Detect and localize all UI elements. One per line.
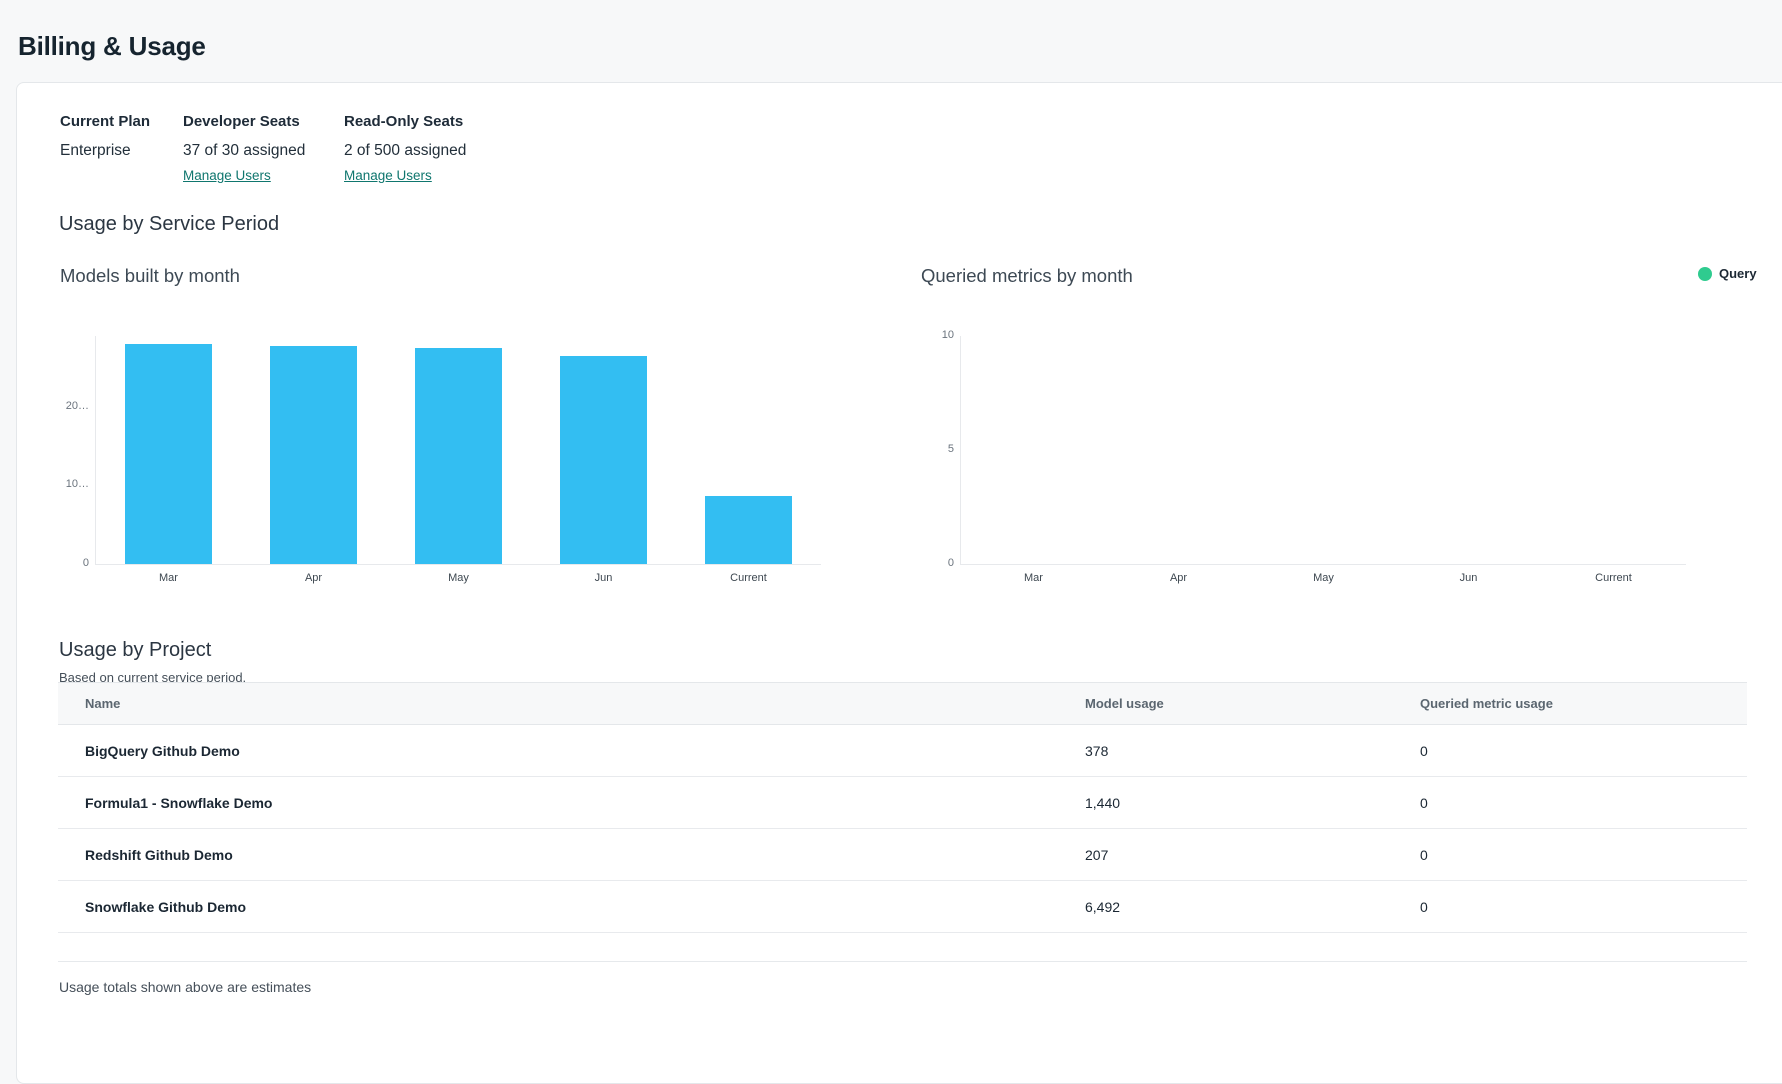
x-axis-label: May [448, 572, 469, 584]
models-chart-ylabels: 0 10… 20… [48, 336, 89, 569]
model-usage: 1,440 [1085, 794, 1121, 811]
bar-mar[interactable] [125, 344, 212, 564]
queried-usage: 0 [1420, 846, 1428, 863]
x-axis-label: Apr [1169, 572, 1188, 584]
x-axis-label: Jun [594, 572, 613, 584]
model-usage: 378 [1085, 742, 1109, 759]
table-row: Formula1 - Snowflake Demo 1,440 0 [58, 777, 1747, 829]
usage-estimate-note: Usage totals shown above are estimates [59, 979, 312, 995]
bar-current[interactable] [705, 496, 792, 564]
current-plan-column: Current Plan Enterprise [60, 113, 183, 185]
y-tick-label: 0 [82, 557, 89, 569]
queried-usage: 0 [1420, 898, 1428, 915]
readonly-seats-column: Read-Only Seats 2 of 500 assigned Manage… [344, 113, 466, 185]
bar-may[interactable] [415, 348, 502, 564]
table-row: Snowflake Github Demo 6,492 0 [58, 881, 1747, 933]
x-axis-label: May [1313, 572, 1334, 584]
models-chart-plot: 0 10… 20… Mar Apr May Jun Current [66, 336, 821, 584]
usage-by-project-subtitle: Based on current service period. [59, 670, 247, 685]
table-footer-strip [58, 933, 1747, 962]
developer-seats-value: 37 of 30 assigned [183, 142, 306, 159]
queried-usage: 0 [1420, 794, 1428, 811]
current-plan-label: Current Plan [60, 113, 151, 130]
project-name: Snowflake Github Demo [85, 898, 247, 915]
x-axis-label: Current [1595, 572, 1632, 584]
project-name: BigQuery Github Demo [85, 742, 240, 759]
readonly-seats-label: Read-Only Seats [344, 113, 464, 130]
project-name: Redshift Github Demo [85, 846, 233, 863]
usage-table: Name Model usage Queried metric usage Bi… [58, 682, 1747, 962]
x-axis-label: Mar [1024, 572, 1043, 584]
queries-chart-plot: 0 5 10 Mar Apr May Jun Current [942, 329, 1686, 584]
model-usage: 6,492 [1085, 898, 1121, 915]
usage-table-header: Name Model usage Queried metric usage [58, 682, 1747, 725]
y-tick-label: 10 [941, 329, 954, 341]
table-row: Redshift Github Demo 207 0 [58, 829, 1747, 881]
bar-apr[interactable] [270, 346, 357, 564]
usage-by-service-period-title: Usage by Service Period [59, 213, 280, 235]
header-model-usage: Model usage [1085, 696, 1164, 711]
developer-seats-label: Developer Seats [183, 113, 300, 130]
queries-chart-ylabels: 0 5 10 [913, 329, 954, 569]
query-legend[interactable]: Query [1698, 266, 1757, 281]
x-axis-label: Current [730, 572, 767, 584]
y-tick-label: 0 [947, 557, 954, 569]
legend-label: Query [1719, 266, 1757, 281]
usage-table-body: BigQuery Github Demo 378 0 Formula1 - Sn… [58, 725, 1747, 933]
current-plan-value: Enterprise [60, 142, 131, 159]
plan-summary: Current Plan Enterprise Developer Seats … [60, 113, 466, 185]
header-queried-metric-usage: Queried metric usage [1420, 696, 1553, 711]
billing-card: Current Plan Enterprise Developer Seats … [16, 82, 1782, 1084]
developer-seats-column: Developer Seats 37 of 30 assigned Manage… [183, 113, 344, 185]
table-row: BigQuery Github Demo 378 0 [58, 725, 1747, 777]
header-name: Name [85, 696, 121, 711]
legend-dot-icon [1698, 266, 1712, 281]
usage-by-project-title: Usage by Project [59, 639, 212, 661]
manage-users-link-developer[interactable]: Manage Users [183, 168, 271, 183]
page-title: Billing & Usage [18, 31, 206, 62]
queries-chart-title: Queried metrics by month [921, 265, 1133, 286]
readonly-seats-value: 2 of 500 assigned [344, 142, 467, 159]
models-chart-title: Models built by month [60, 265, 240, 286]
y-tick-label: 20… [65, 399, 89, 412]
bar-jun[interactable] [560, 356, 647, 564]
y-tick-label: 10… [65, 478, 89, 491]
x-axis-label: Jun [1459, 572, 1478, 584]
manage-users-link-readonly[interactable]: Manage Users [344, 168, 432, 183]
y-tick-label: 5 [947, 443, 954, 455]
x-axis-label: Apr [304, 572, 323, 584]
project-name: Formula1 - Snowflake Demo [85, 794, 273, 811]
x-axis-label: Mar [159, 572, 178, 584]
model-usage: 207 [1085, 846, 1109, 863]
queried-usage: 0 [1420, 742, 1428, 759]
